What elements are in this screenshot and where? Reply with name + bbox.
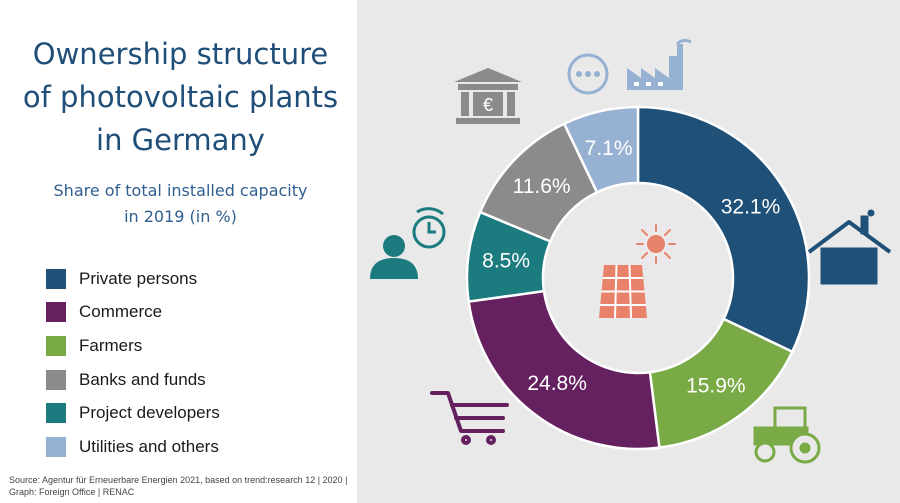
slice-label: 24.8% [527, 372, 587, 395]
legend-item: Commerce [46, 296, 220, 330]
donut-labels: 32.1% 15.9% 24.8% 8.5% 11.6% 7.1% [482, 137, 780, 398]
slice-label: 8.5% [482, 249, 530, 272]
tractor-icon [753, 406, 821, 464]
house-icon [807, 209, 892, 285]
donut-slice [636, 105, 811, 354]
person-clock-icon [370, 207, 446, 279]
factory-icon [627, 38, 692, 90]
legend-item: Utilities and others [46, 430, 220, 464]
donut-slice [562, 105, 640, 194]
more-dots-icon [567, 53, 609, 95]
legend-label: Farmers [79, 335, 143, 355]
legend-label: Utilities and others [79, 436, 219, 456]
legend-swatch [46, 403, 66, 424]
source-note: Source: Agentur für Erneuerbare Energien… [9, 474, 347, 498]
solar-panel-icon [599, 264, 647, 319]
bank-euro-icon: € [454, 68, 522, 124]
subtitle-line: Share of total installed capacity [53, 181, 308, 200]
legend-swatch [46, 436, 66, 457]
legend-swatch [46, 268, 66, 289]
title-line: in Germany [96, 123, 265, 157]
legend: Private persons Commerce Farmers Banks and … [46, 262, 220, 464]
shopping-cart-icon [430, 391, 509, 445]
chart-subtitle: Share of total installed capacity in 201… [8, 178, 353, 230]
legend-item: Private persons [46, 262, 220, 296]
legend-swatch [46, 369, 66, 390]
legend-item: Project developers [46, 396, 220, 430]
svg-text:€: € [483, 95, 493, 115]
subtitle-line: in 2019 (in %) [124, 207, 237, 226]
donut-slice [467, 289, 661, 451]
text-panel: Ownership structure of photovoltaic plan… [0, 0, 357, 503]
legend-label: Project developers [79, 403, 220, 423]
legend-swatch [46, 335, 66, 356]
chart-title: Ownership structure of photovoltaic plan… [8, 33, 353, 162]
donut-chart: 32.1% 15.9% 24.8% 8.5% 11.6% 7.1% [370, 38, 892, 464]
source-line: Source: Agentur für Erneuerbare Energien… [9, 475, 348, 485]
slice-label: 11.6% [513, 175, 571, 198]
slice-label: 7.1% [585, 137, 633, 160]
slice-label: 15.9% [686, 374, 746, 397]
donut-slices [465, 105, 811, 451]
title-line: Ownership structure [32, 37, 329, 71]
legend-label: Commerce [79, 302, 163, 322]
legend-swatch [46, 302, 66, 323]
slice-label: 32.1% [721, 196, 781, 219]
title-line: of photovoltaic plants [22, 80, 339, 114]
legend-label: Private persons [79, 268, 198, 288]
legend-label: Banks and funds [79, 369, 206, 389]
sun-icon [636, 224, 676, 264]
legend-item: Farmers [46, 329, 220, 363]
legend-item: Banks and funds [46, 363, 220, 397]
source-line: Graph: Foreign Office | RENAC [9, 487, 135, 497]
